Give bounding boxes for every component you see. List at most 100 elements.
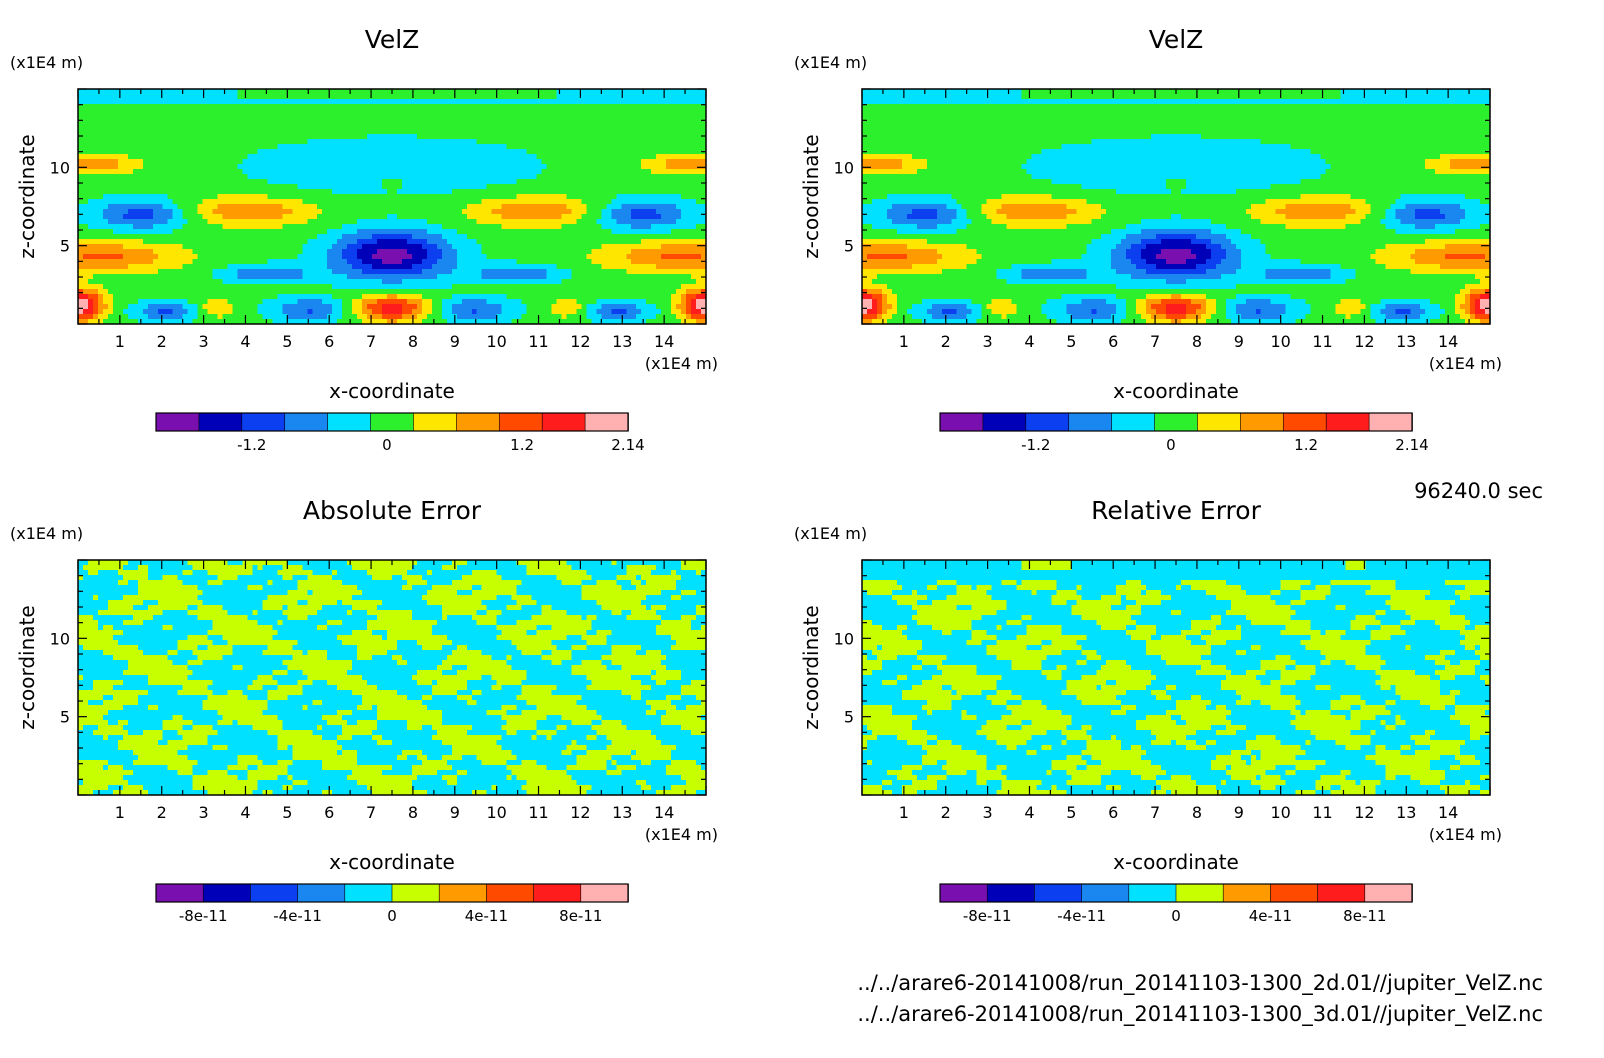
- x-tick-label: 13: [612, 332, 632, 351]
- y-axis-label: z-coordinate: [799, 605, 823, 729]
- colorbar: -1.2 0 1.2 2.14: [939, 412, 1429, 454]
- colorbar-swatch: [541, 412, 586, 432]
- x-tick-label: 2: [941, 803, 951, 822]
- colorbar-swatch: [327, 412, 372, 432]
- colorbar-swatch: [533, 883, 582, 903]
- x-tick-label: 5: [282, 332, 292, 351]
- time-label: 96240.0 sec: [1414, 479, 1543, 503]
- colorbar-swatch: [1325, 412, 1370, 432]
- colorbar-swatch: [1154, 412, 1199, 432]
- x-tick-label: 1: [899, 332, 909, 351]
- colorbar: -8e-11 -4e-11 0 4e-11 8e-11: [155, 883, 629, 925]
- x-tick-label: 13: [1396, 332, 1416, 351]
- x-tick-label: 8: [408, 332, 418, 351]
- y-tick-label: 10: [834, 158, 854, 177]
- x-tick-label: 8: [1192, 803, 1202, 822]
- x-tick-label: 6: [324, 332, 334, 351]
- y-axis-label: z-coordinate: [799, 134, 823, 258]
- colorbar-swatch: [370, 412, 415, 432]
- x-tick-label: 7: [366, 332, 376, 351]
- x-tick-label: 3: [983, 332, 993, 351]
- x-tick-label: 5: [1066, 332, 1076, 351]
- colorbar-swatch: [1068, 412, 1113, 432]
- colorbar: -1.2 0 1.2 2.14: [155, 412, 645, 454]
- colorbar-swatch: [1240, 412, 1285, 432]
- colorbar-swatch: [1025, 412, 1070, 432]
- x-axis-label: x-coordinate: [1113, 379, 1239, 403]
- x-tick-label: 6: [324, 803, 334, 822]
- colorbar-swatch: [297, 883, 346, 903]
- colorbar-swatch: [284, 412, 329, 432]
- colorbar-swatch: [486, 883, 535, 903]
- x-tick-label: 11: [528, 332, 548, 351]
- colorbar-tick-label: 1.2: [1294, 436, 1318, 454]
- colorbar-tick-label: -8e-11: [963, 907, 1012, 925]
- colorbar-swatch: [498, 412, 543, 432]
- x-unit-label: (x1E4 m): [1429, 354, 1502, 373]
- x-tick-label: 3: [199, 332, 209, 351]
- x-tick-label: 14: [1438, 803, 1458, 822]
- x-tick-label: 10: [1270, 803, 1290, 822]
- file-path-1: ../../arare6-20141008/run_20141103-1300_…: [857, 971, 1543, 996]
- x-axis-label: x-coordinate: [1113, 850, 1239, 874]
- y-axis-label: z-coordinate: [15, 134, 39, 258]
- colorbar-swatch: [1222, 883, 1272, 903]
- panel-title: VelZ: [365, 25, 420, 54]
- colorbar-tick-label: 0: [387, 907, 397, 925]
- colorbar-swatch: [1081, 883, 1130, 903]
- panel-title: Relative Error: [1091, 496, 1261, 525]
- colorbar-tick-label: 0: [1171, 907, 1181, 925]
- colorbar-swatch: [1128, 883, 1177, 903]
- colorbar-swatch: [939, 883, 989, 903]
- y-unit-label: (x1E4 m): [794, 53, 867, 72]
- colorbar-swatch: [155, 883, 205, 903]
- y-tick-label: 10: [50, 629, 70, 648]
- x-tick-label: 5: [282, 803, 292, 822]
- heatmap-field: [78, 560, 707, 796]
- x-unit-label: (x1E4 m): [1429, 825, 1502, 844]
- colorbar-swatch: [1175, 883, 1225, 903]
- y-axis-label: z-coordinate: [15, 605, 39, 729]
- colorbar-swatch: [456, 412, 501, 432]
- x-tick-label: 12: [1354, 803, 1374, 822]
- x-tick-label: 9: [1234, 803, 1244, 822]
- colorbar-tick-label: 8e-11: [559, 907, 602, 925]
- colorbar-swatch: [344, 883, 393, 903]
- x-tick-label: 10: [1270, 332, 1290, 351]
- y-unit-label: (x1E4 m): [10, 524, 83, 543]
- x-tick-label: 2: [941, 332, 951, 351]
- x-tick-label: 10: [486, 803, 506, 822]
- x-tick-label: 1: [115, 803, 125, 822]
- colorbar-tick-label: 8e-11: [1343, 907, 1386, 925]
- x-tick-label: 3: [199, 803, 209, 822]
- colorbar-swatch: [986, 883, 1036, 903]
- colorbar-tick-label: 2.14: [1395, 436, 1428, 454]
- panel-title: Absolute Error: [303, 496, 482, 525]
- x-tick-label: 6: [1108, 332, 1118, 351]
- x-tick-label: 13: [612, 803, 632, 822]
- colorbar-tick-label: -1.2: [1021, 436, 1050, 454]
- x-tick-label: 6: [1108, 803, 1118, 822]
- x-tick-label: 3: [983, 803, 993, 822]
- y-tick-label: 10: [834, 629, 854, 648]
- colorbar-tick-label: 1.2: [510, 436, 534, 454]
- heatmap-field: [862, 560, 1491, 796]
- x-tick-label: 14: [1438, 332, 1458, 351]
- x-tick-label: 12: [570, 803, 590, 822]
- x-tick-label: 12: [1354, 332, 1374, 351]
- panel-4: Relative Error(x1E4 m)1 2 3 4 5 6 7 8 9 10 11 12 13 1…: [794, 496, 1502, 925]
- y-tick-label: 5: [60, 708, 70, 727]
- file-path-2: ../../arare6-20141008/run_20141103-1300_…: [857, 1002, 1543, 1027]
- colorbar-swatch: [1364, 883, 1413, 903]
- heatmap-field: [862, 89, 1491, 325]
- x-tick-label: 2: [157, 803, 167, 822]
- colorbar-tick-label: -8e-11: [179, 907, 228, 925]
- x-tick-label: 7: [366, 803, 376, 822]
- panel-title: VelZ: [1149, 25, 1204, 54]
- x-tick-label: 11: [1312, 803, 1332, 822]
- colorbar-swatch: [580, 883, 629, 903]
- colorbar-tick-label: -4e-11: [1057, 907, 1106, 925]
- colorbar-tick-label: 0: [1166, 436, 1176, 454]
- colorbar-swatch: [1270, 883, 1319, 903]
